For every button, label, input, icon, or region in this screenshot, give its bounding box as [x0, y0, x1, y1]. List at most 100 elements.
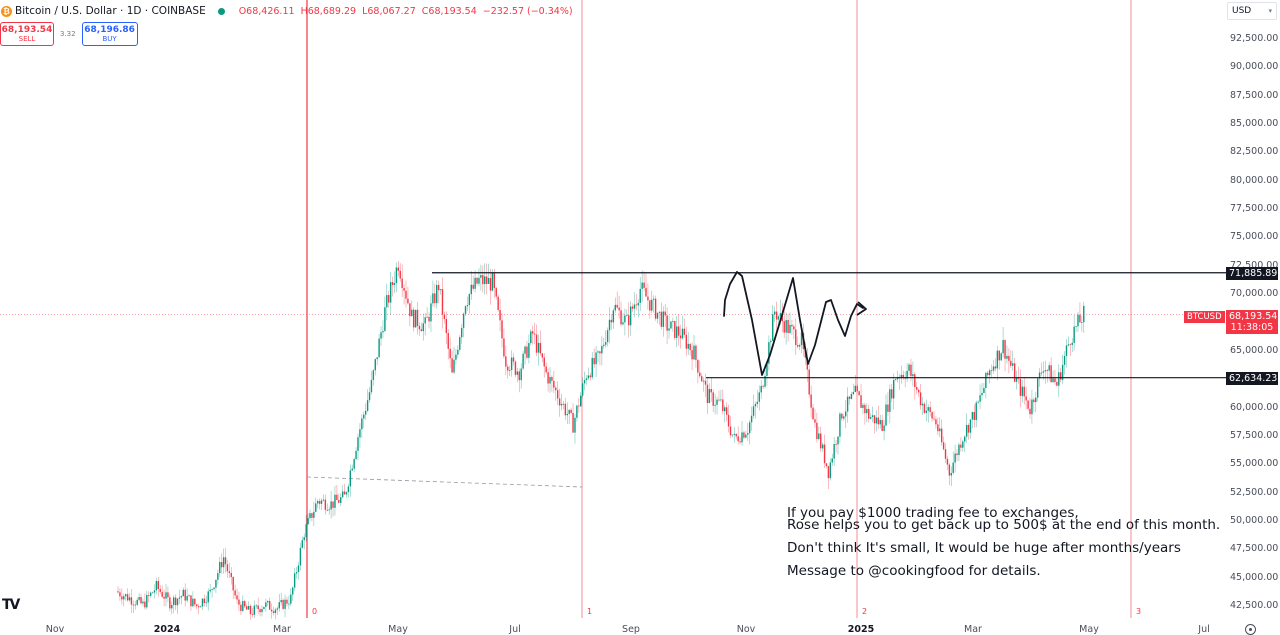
candle-body — [772, 314, 774, 341]
candle-body — [714, 404, 716, 406]
currency-select[interactable]: USD ▾ — [1227, 2, 1277, 20]
sell-label: SELL — [18, 34, 36, 43]
dashed-trendline — [306, 476, 583, 488]
candle-body — [570, 409, 572, 413]
candle-body — [704, 380, 707, 385]
price-axis-label: 92,500.00 — [1230, 33, 1279, 44]
candle-body — [1073, 326, 1075, 343]
candle-body — [453, 359, 455, 373]
candle-body — [998, 350, 1000, 361]
candle-body — [566, 413, 568, 416]
candle-body — [188, 595, 190, 597]
candle-body — [211, 589, 213, 590]
candle-body — [580, 395, 582, 407]
candle-body — [735, 433, 737, 437]
candle-body — [165, 592, 167, 599]
market-status-icon — [217, 7, 225, 15]
time-axis-label: May — [1079, 624, 1099, 635]
candle-body — [132, 604, 135, 606]
candle-body — [1048, 365, 1050, 371]
candle-body — [593, 357, 595, 365]
candle-body — [507, 366, 509, 371]
candle-body — [282, 599, 284, 609]
candle-body — [660, 311, 663, 327]
candle-body — [472, 284, 474, 289]
candle-body — [230, 573, 232, 577]
candle-body — [407, 298, 409, 304]
candle-body — [712, 392, 714, 406]
price-axis-label: 70,000.00 — [1230, 288, 1279, 300]
candle-body — [205, 602, 208, 604]
candle-body — [556, 390, 559, 399]
candle-body — [503, 338, 505, 357]
candle-body — [674, 321, 676, 338]
candle-body — [614, 304, 616, 311]
candle-body — [1000, 353, 1002, 361]
candle-body — [455, 354, 457, 360]
sell-button[interactable]: 68,193.54 SELL — [0, 22, 54, 46]
candle-body — [652, 298, 655, 300]
candle-body — [532, 331, 534, 334]
candle-body — [823, 444, 826, 464]
candle-body — [301, 540, 304, 548]
candle-body — [338, 499, 340, 503]
text-annotation[interactable]: If you pay $1000 trading fee to exchange… — [787, 506, 1220, 578]
candle-body — [347, 486, 350, 493]
candle-body — [184, 589, 186, 601]
candle-body — [954, 453, 956, 463]
candle-body — [883, 425, 885, 431]
candle-body — [551, 376, 553, 381]
candle-body — [541, 353, 544, 358]
candle-body — [447, 333, 449, 349]
candle-body — [219, 561, 221, 574]
candle-body — [201, 598, 204, 607]
candle-body — [1035, 397, 1037, 403]
candle-body — [697, 359, 699, 373]
candle-body — [916, 387, 918, 390]
time-axis-label: Nov — [736, 624, 756, 635]
price-axis-label: 77,500.00 — [1230, 203, 1279, 215]
candle-body — [309, 513, 311, 519]
candle-body — [626, 315, 628, 317]
candle-body — [336, 494, 338, 500]
candle-body — [305, 524, 307, 538]
candle-body — [628, 315, 630, 326]
candle-body — [1069, 344, 1072, 346]
candle-body — [363, 414, 365, 419]
candle-body — [159, 589, 161, 592]
candle-body — [190, 595, 192, 607]
symbol-tag: BTCUSD — [1184, 311, 1225, 323]
candle-body — [589, 375, 592, 378]
candle-body — [651, 299, 653, 311]
symbol-title[interactable]: Bitcoin / U.S. Dollar · 1D · COINBASE — [15, 5, 206, 17]
candle-body — [868, 408, 870, 419]
tradingview-logo[interactable]: TV — [2, 597, 20, 613]
buy-label: BUY — [102, 34, 117, 43]
candle-body — [533, 333, 536, 335]
candle-body — [866, 408, 868, 414]
candle-body — [1065, 345, 1068, 356]
candle-body — [1060, 372, 1062, 380]
candle-body — [931, 412, 933, 419]
candle-body — [952, 462, 954, 473]
candle-body — [940, 428, 943, 443]
candle-body — [157, 581, 160, 590]
candle-body — [846, 396, 849, 412]
candle-body — [710, 389, 712, 393]
time-axis-label: Mar — [964, 624, 982, 635]
candle-body — [622, 322, 624, 325]
buy-button[interactable]: 68,196.86 BUY — [81, 22, 138, 46]
candle-body — [929, 407, 931, 413]
candle-body — [543, 357, 545, 367]
candle-body — [779, 313, 782, 317]
candle-body — [581, 383, 584, 396]
candle-body — [460, 327, 463, 338]
price-axis-label: 72,500.00 — [1230, 259, 1279, 271]
candle-body — [171, 604, 173, 609]
candle-body — [124, 594, 127, 597]
candle-body — [789, 324, 791, 333]
settings-icon[interactable] — [1245, 624, 1256, 635]
price-axis-label: 45,000.00 — [1230, 571, 1279, 583]
